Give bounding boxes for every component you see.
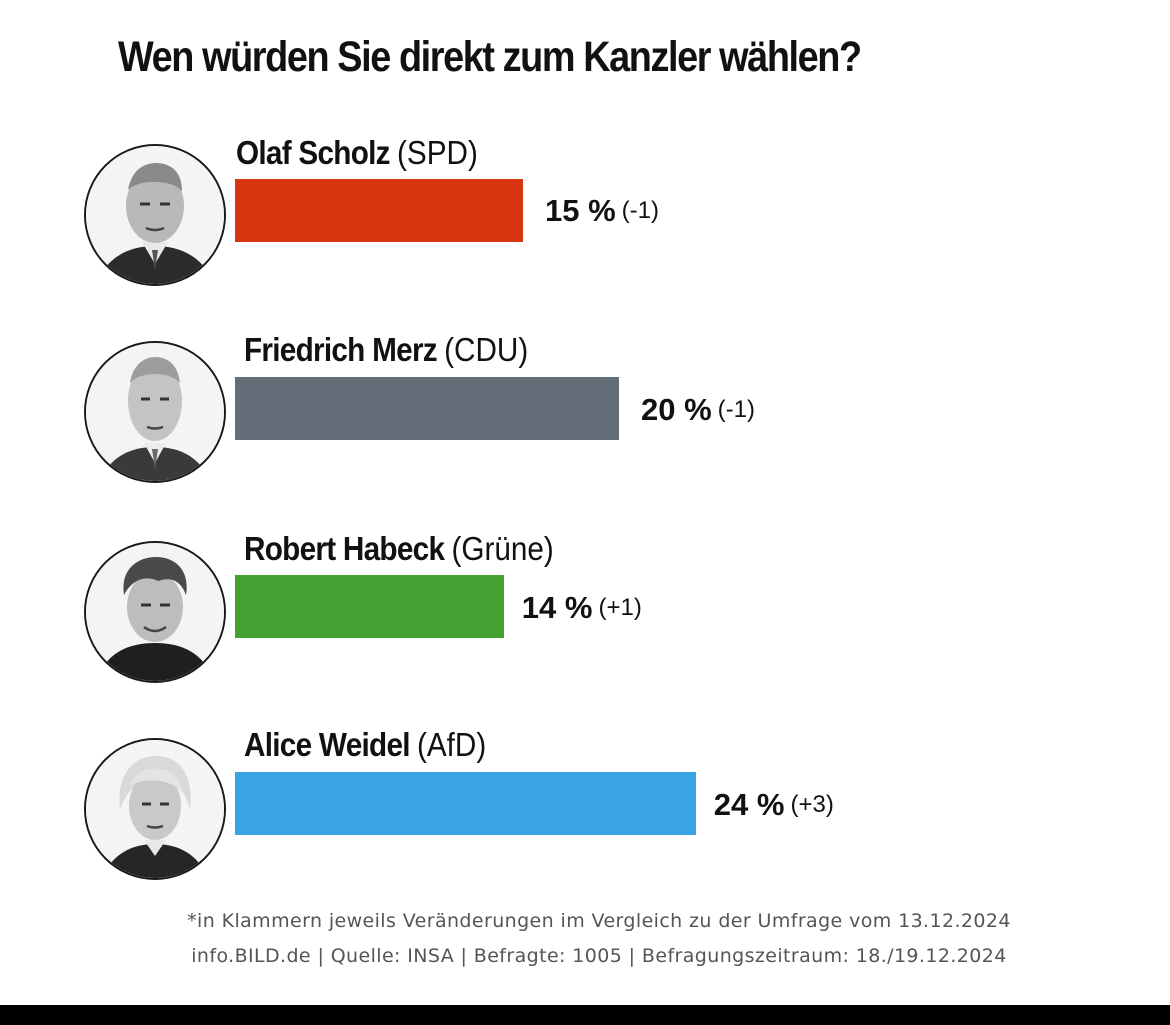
percent-value: 15 % (545, 193, 616, 228)
candidate-name-habeck: Robert Habeck (Grüne) (244, 530, 554, 568)
portrait-scholz-icon (84, 144, 226, 286)
footnote: *in Klammern jeweils Veränderungen im Ve… (187, 910, 1011, 932)
candidate-row-habeck: Robert Habeck (Grüne) 14 % (+1) (0, 0, 1170, 683)
percent-value: 14 % (521, 590, 593, 625)
portrait-weidel-icon (84, 738, 226, 880)
candidate-row-weidel: Alice Weidel (AfD) 24 % (+3) (0, 0, 1170, 880)
chart-title: Wen würden Sie direkt zum Kanzler wählen… (118, 33, 862, 81)
source-line: info.BILD.de | Quelle: INSA | Befragte: … (191, 945, 1007, 967)
value-label-weidel: 24 % (+3) (714, 787, 834, 823)
candidate-name: Friedrich Merz (244, 331, 438, 368)
change-value: (+1) (598, 594, 642, 621)
bar-scholz (235, 179, 523, 242)
bar-weidel (235, 772, 696, 835)
candidate-name: Alice Weidel (244, 726, 411, 763)
candidate-row-merz: Friedrich Merz (CDU) 20 % (-1) (0, 0, 1170, 483)
candidate-name: Robert Habeck (244, 530, 445, 567)
candidate-name-scholz: Olaf Scholz (SPD) (236, 134, 478, 172)
candidate-name: Olaf Scholz (236, 134, 391, 171)
portrait-merz-icon (84, 341, 226, 483)
value-label-scholz: 15 % (-1) (545, 193, 659, 229)
bar-merz (235, 377, 619, 440)
change-value: (-1) (717, 396, 755, 423)
candidate-name-weidel: Alice Weidel (AfD) (244, 726, 486, 764)
candidate-party: (CDU) (444, 331, 529, 368)
candidate-party: (SPD) (397, 134, 478, 171)
value-label-merz: 20 % (-1) (641, 392, 755, 428)
change-value: (+3) (790, 791, 834, 818)
candidate-party: (Grüne) (451, 530, 554, 567)
bar-habeck (235, 575, 504, 638)
portrait-habeck-icon (84, 541, 226, 683)
percent-value: 20 % (641, 392, 712, 427)
candidate-row-scholz: Olaf Scholz (SPD) 15 % (-1) (0, 0, 1170, 286)
candidate-party: (AfD) (416, 726, 487, 763)
candidate-name-merz: Friedrich Merz (CDU) (244, 331, 528, 369)
change-value: (-1) (621, 197, 659, 224)
value-label-habeck: 14 % (+1) (522, 590, 642, 626)
percent-value: 24 % (713, 787, 785, 822)
